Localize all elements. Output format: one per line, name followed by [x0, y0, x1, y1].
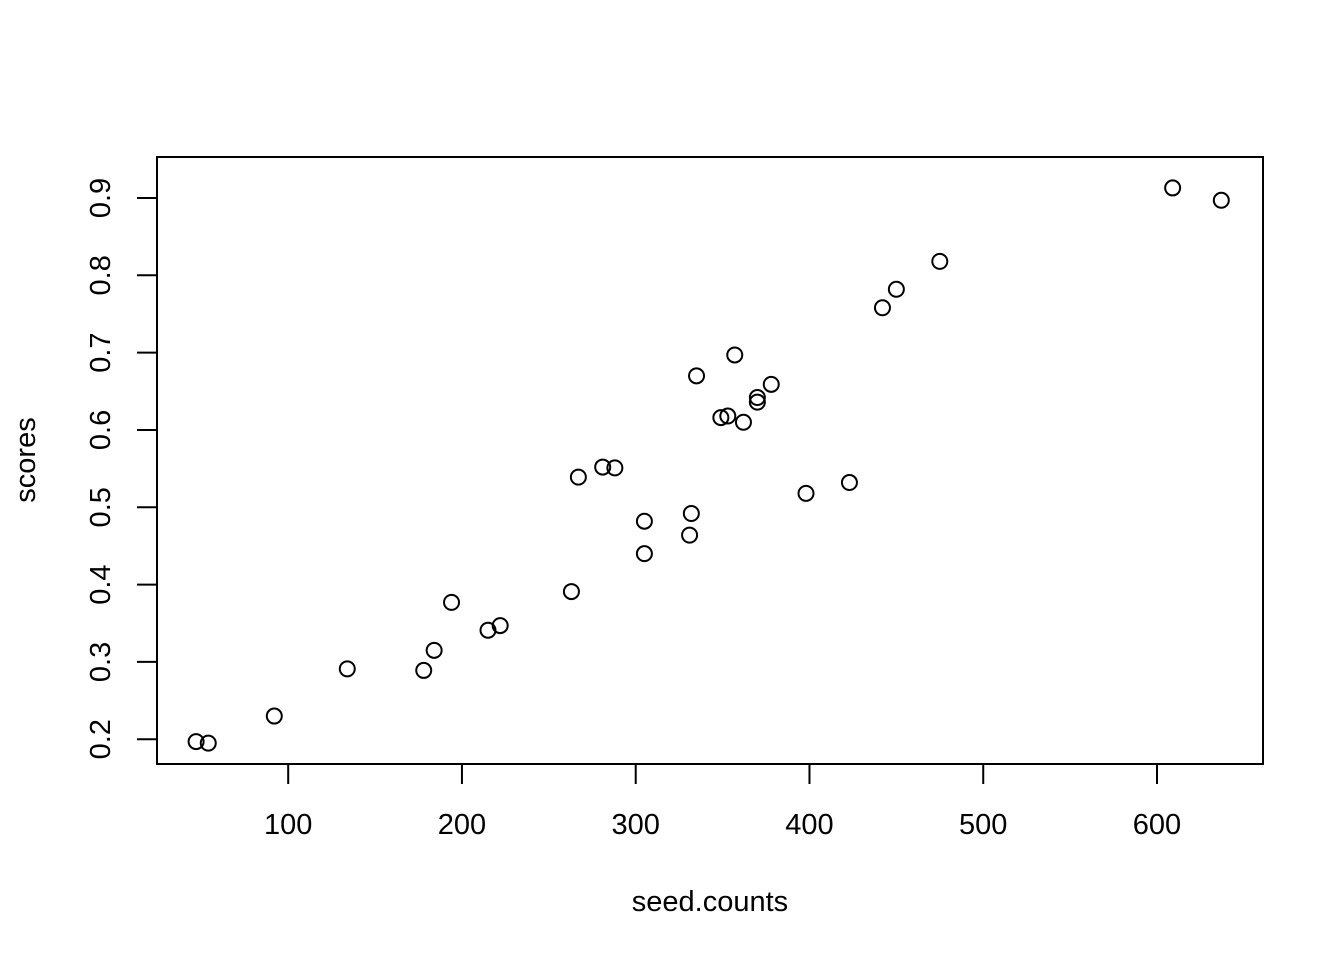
data-point — [338, 660, 356, 678]
data-point — [635, 545, 653, 563]
data-point — [635, 512, 653, 530]
data-point — [726, 346, 744, 364]
x-tick-label: 400 — [785, 809, 833, 841]
x-tick-label: 100 — [264, 809, 312, 841]
data-point — [840, 474, 858, 492]
data-point — [425, 641, 443, 659]
data-point — [712, 409, 730, 427]
data-point — [681, 526, 699, 544]
data-points — [187, 179, 1230, 752]
data-point — [606, 459, 624, 477]
x-axis: 100 200 300 400 500 600 — [264, 763, 1181, 841]
data-point — [887, 280, 905, 298]
data-point — [748, 388, 766, 406]
x-tick-label: 600 — [1133, 809, 1181, 841]
data-point — [491, 617, 509, 635]
data-point — [797, 484, 815, 502]
y-tick-label: 0.6 — [85, 410, 117, 450]
y-tick-label: 0.8 — [85, 255, 117, 295]
data-point — [734, 413, 752, 431]
data-point — [748, 393, 766, 411]
y-tick-label: 0.3 — [85, 642, 117, 682]
y-axis-label: scores — [10, 417, 42, 502]
y-tick-label: 0.7 — [85, 332, 117, 372]
data-point — [762, 375, 780, 393]
x-axis-label: seed.counts — [632, 886, 788, 918]
data-point — [562, 583, 580, 601]
data-point — [873, 299, 891, 317]
data-point — [569, 468, 587, 486]
y-axis: 0.2 0.3 0.4 0.5 0.6 0.7 0.8 0.9 — [85, 178, 158, 759]
plot-frame — [156, 156, 1264, 765]
data-point — [931, 252, 949, 270]
y-tick-label: 0.5 — [85, 487, 117, 527]
data-point — [1164, 179, 1182, 197]
data-point — [682, 504, 700, 522]
data-point — [187, 733, 205, 751]
data-point — [415, 661, 433, 679]
data-point — [719, 407, 737, 425]
x-tick-label: 200 — [438, 809, 486, 841]
y-tick-label: 0.9 — [85, 178, 117, 218]
x-tick-label: 300 — [612, 809, 660, 841]
data-point — [199, 734, 217, 752]
data-point — [265, 707, 283, 725]
data-point — [594, 458, 612, 476]
y-tick-label: 0.2 — [85, 719, 117, 759]
data-point — [443, 593, 461, 611]
x-tick-label: 500 — [959, 809, 1007, 841]
y-tick-label: 0.4 — [85, 564, 117, 604]
data-point — [1212, 191, 1230, 209]
data-point — [688, 367, 706, 385]
